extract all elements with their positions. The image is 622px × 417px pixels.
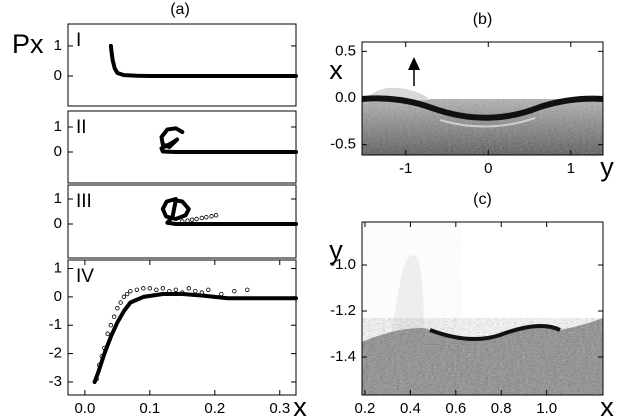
image-texture (362, 318, 603, 395)
y-tick-label: 0 (54, 288, 62, 305)
y-tick-label: -3 (49, 373, 62, 390)
marker (111, 314, 117, 319)
y-tick-label: 1 (54, 118, 62, 135)
y-axis-label: y (329, 235, 343, 265)
x-axis-label: y (600, 152, 614, 182)
curve (92, 292, 298, 384)
marker (180, 290, 185, 295)
x-tick-label: 0.6 (445, 400, 466, 417)
x-axis-label: x (600, 392, 614, 417)
curve (108, 43, 298, 78)
y-tick-label: 1 (54, 37, 62, 54)
y-tick-label: -1 (49, 316, 62, 333)
x-tick-label: 0.3 (269, 400, 290, 417)
marker (121, 294, 127, 300)
marker (173, 287, 179, 292)
y-tick-label: -1.0 (330, 256, 356, 273)
marker (128, 288, 133, 294)
marker (204, 215, 209, 220)
panel-label: I (76, 30, 81, 51)
marker (199, 215, 205, 221)
marker (147, 286, 153, 291)
marker (185, 218, 190, 223)
x-tick-label: 0.2 (355, 400, 376, 417)
marker (160, 286, 166, 291)
image-plume (392, 255, 424, 330)
plot-frame (67, 259, 297, 396)
marker (189, 217, 195, 222)
x-tick-label: 0.0 (74, 400, 95, 417)
y-tick-label: 0 (54, 215, 62, 232)
panel-title: (a) (170, 1, 190, 18)
curve (160, 197, 298, 226)
x-tick-label: 0 (484, 160, 492, 177)
y-tick-label: 0.0 (335, 89, 356, 106)
marker (102, 345, 107, 351)
y-tick-label: -0.5 (330, 136, 356, 153)
marker (219, 291, 224, 297)
marker (209, 214, 214, 219)
plot-frame (361, 221, 604, 396)
marker (194, 216, 199, 222)
plot-frame (67, 110, 297, 184)
marker (154, 287, 159, 292)
marker (108, 323, 114, 328)
marker (94, 376, 99, 382)
panel-title: (b) (473, 11, 493, 28)
y-tick-label: 1 (54, 190, 62, 207)
y-tick-label: -1.2 (330, 302, 356, 319)
marker (206, 287, 211, 292)
marker (167, 288, 172, 294)
marker (193, 288, 198, 294)
x-tick-label: 1 (567, 160, 575, 177)
image-boundary (429, 324, 561, 341)
y-axis-label: x (329, 55, 343, 85)
plot-frame (67, 184, 297, 259)
image-panel (362, 222, 603, 395)
panel-label: IV (76, 266, 94, 287)
y-tick-label: -2 (49, 345, 62, 362)
marker (124, 291, 130, 297)
marker (96, 362, 102, 368)
image-band (362, 95, 603, 121)
y-tick-label: 0.5 (335, 42, 356, 59)
image-band-light (439, 117, 536, 128)
x-tick-label: 0.4 (400, 400, 421, 417)
plot-frame (67, 23, 297, 107)
y-axis-label: Px (12, 29, 44, 59)
panel-label: III (76, 191, 92, 212)
x-tick-label: 1.0 (536, 400, 557, 417)
marker (199, 290, 205, 295)
y-tick-label: 0 (54, 143, 62, 160)
panel-title: (c) (473, 191, 492, 208)
x-tick-label: 0.2 (204, 400, 225, 417)
y-tick-label: 0 (54, 67, 62, 84)
x-tick-label: -1 (399, 160, 412, 177)
marker (232, 288, 237, 294)
arrow-head (408, 57, 420, 70)
marker (245, 287, 250, 292)
marker (115, 306, 120, 311)
image-panel (362, 42, 603, 155)
curve (159, 126, 298, 154)
marker (180, 219, 185, 224)
marker (105, 331, 110, 336)
y-tick-label: 1 (54, 259, 62, 276)
x-tick-label: 0.8 (491, 400, 512, 417)
x-axis-label: x (293, 392, 307, 417)
marker (134, 287, 140, 292)
marker (99, 354, 104, 359)
marker (213, 213, 219, 218)
x-tick-label: 0.1 (139, 400, 160, 417)
marker (141, 286, 146, 291)
y-tick-label: -1.4 (330, 348, 356, 365)
marker (186, 286, 192, 291)
panel-label: II (76, 117, 87, 138)
marker (118, 300, 123, 305)
